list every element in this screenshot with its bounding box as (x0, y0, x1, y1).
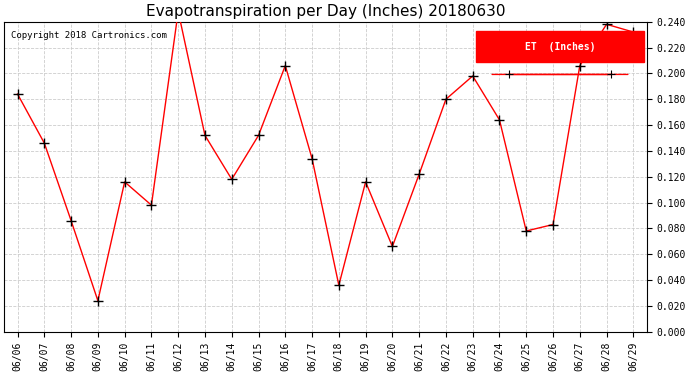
Point (66, 217, 77, 223)
Point (574, 63, 585, 69)
Point (226, 176, 237, 182)
Title: Evapotranspiration per Day (Inches) 20180630: Evapotranspiration per Day (Inches) 2018… (146, 4, 505, 19)
Point (387, 243, 398, 249)
Point (413, 171, 424, 177)
Point (306, 156, 317, 162)
Point (494, 117, 505, 123)
Point (199, 132, 210, 138)
Point (440, 96, 451, 102)
Point (39, 140, 50, 146)
Point (521, 228, 532, 234)
Point (467, 73, 478, 79)
Point (601, 21, 612, 27)
Text: Copyright 2018 Cartronics.com: Copyright 2018 Cartronics.com (10, 31, 166, 40)
FancyBboxPatch shape (477, 31, 644, 62)
Point (547, 222, 558, 228)
Point (333, 282, 344, 288)
Point (92, 298, 104, 304)
Point (279, 63, 290, 69)
Point (172, 8, 184, 14)
Point (119, 179, 130, 185)
Point (628, 29, 639, 35)
Text: ET  (Inches): ET (Inches) (524, 42, 595, 51)
Point (253, 132, 264, 138)
Point (146, 202, 157, 208)
Point (360, 179, 371, 185)
Point (12, 91, 23, 97)
